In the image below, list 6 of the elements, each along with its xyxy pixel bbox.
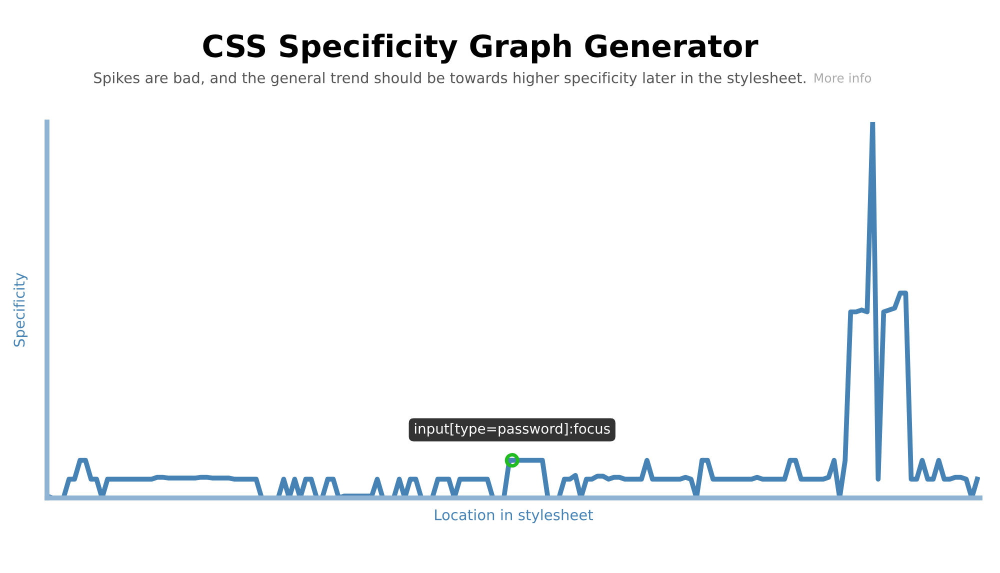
chart-title: CSS Specificity Graph Generator bbox=[203, 34, 758, 64]
text: More info bbox=[814, 73, 872, 83]
annotation: input[type=password]:focus bbox=[414, 423, 610, 437]
x-axis-title: Location in stylesheet bbox=[435, 509, 594, 524]
y-axis-title: Specificity bbox=[13, 272, 28, 347]
chart-subtitle: Spikes are bad, and the general trend should be towards higher specificity later in the stylesheet. bbox=[94, 72, 806, 86]
